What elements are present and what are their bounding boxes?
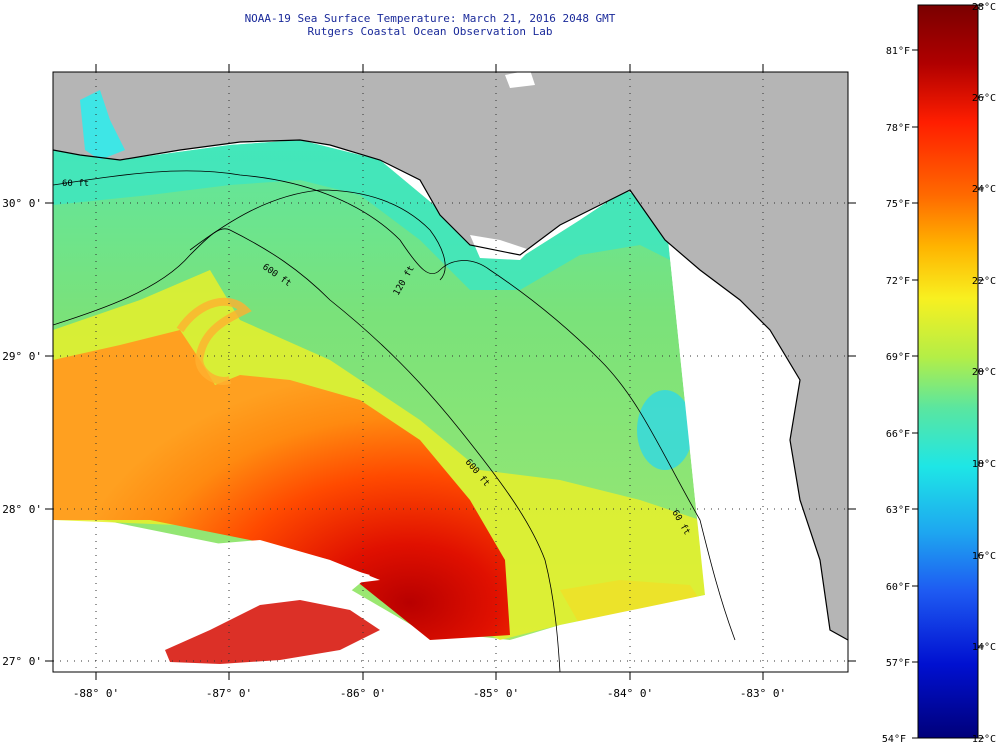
axis-ticks — [45, 64, 856, 680]
colorbar-label-f-72: 72°F — [886, 276, 910, 287]
colorbar-label-c-16: 16°C — [972, 551, 996, 562]
coastline — [53, 139, 848, 641]
contour-label-60ft-west: 60 ft — [62, 179, 89, 189]
colorbar-label-c-22: 22°C — [972, 276, 996, 287]
colorbar-gradient — [917, 4, 979, 739]
lon-label-84w: -84° 0' — [607, 687, 653, 700]
lake-patch — [505, 72, 535, 88]
contour-120ft — [189, 189, 446, 281]
colorbar-label-f-78: 78°F — [886, 123, 910, 134]
lon-label-87w: -87° 0' — [206, 687, 252, 700]
chart-subtitle: Rutgers Coastal Ocean Observation Lab — [307, 25, 553, 38]
eddy-filament — [176, 297, 252, 385]
colorbar-label-c-12: 12°C — [972, 734, 996, 745]
lat-label-27n: 27° 0' — [2, 655, 42, 668]
colorbar-label-f-60: 60°F — [886, 582, 910, 593]
contour-60ft — [53, 170, 736, 641]
warm-pixels-east — [560, 580, 700, 625]
colorbar-label-f-63: 63°F — [886, 505, 910, 516]
contour-600ft — [53, 228, 561, 672]
chart-title: NOAA-19 Sea Surface Temperature: March 2… — [244, 12, 616, 25]
colorbar-label-c-18: 18°C — [972, 459, 996, 470]
colorbar-label-f-81: 81°F — [886, 46, 910, 57]
cool-patch — [637, 390, 693, 470]
colorbar-label-c-20: 20°C — [972, 367, 996, 378]
colorbar-label-c-28: 28°C — [972, 2, 996, 13]
lat-label-30n: 30° 0' — [2, 197, 42, 210]
lon-label-85w: -85° 0' — [473, 687, 519, 700]
coastal-cool-water — [53, 140, 670, 290]
lat-label-28n: 28° 0' — [2, 503, 42, 516]
colorbar-label-f-57: 57°F — [886, 658, 910, 669]
lat-label-29n: 29° 0' — [2, 350, 42, 363]
colorbar-label-c-24: 24°C — [972, 184, 996, 195]
sst-map[interactable]: 60 ft 120 ft 600 ft 600 ft 60 ft — [0, 0, 860, 754]
warm-pixels-south — [165, 600, 380, 664]
mobile-bay — [80, 90, 125, 160]
map-frame — [52, 71, 849, 673]
swath-gap — [560, 210, 848, 672]
cloud-patch — [53, 520, 370, 660]
loop-current-warm-water — [53, 330, 510, 640]
lon-label-83w: -83° 0' — [740, 687, 786, 700]
colorbar-label-f-69: 69°F — [886, 352, 910, 363]
land-mass — [53, 72, 848, 640]
colorbar-label-c-26: 26°C — [972, 93, 996, 104]
lon-label-88w: -88° 0' — [73, 687, 119, 700]
colorbar-label-f-54: 54°F — [882, 734, 906, 745]
colorbar-label-c-14: 14°C — [972, 642, 996, 653]
colorbar-label-f-66: 66°F — [886, 429, 910, 440]
colorbar-label-f-75: 75°F — [886, 199, 910, 210]
lon-label-86w: -86° 0' — [340, 687, 386, 700]
temperature-colorbar: 81°F 78°F 75°F 72°F 69°F 66°F 63°F 60°F … — [882, 2, 996, 745]
